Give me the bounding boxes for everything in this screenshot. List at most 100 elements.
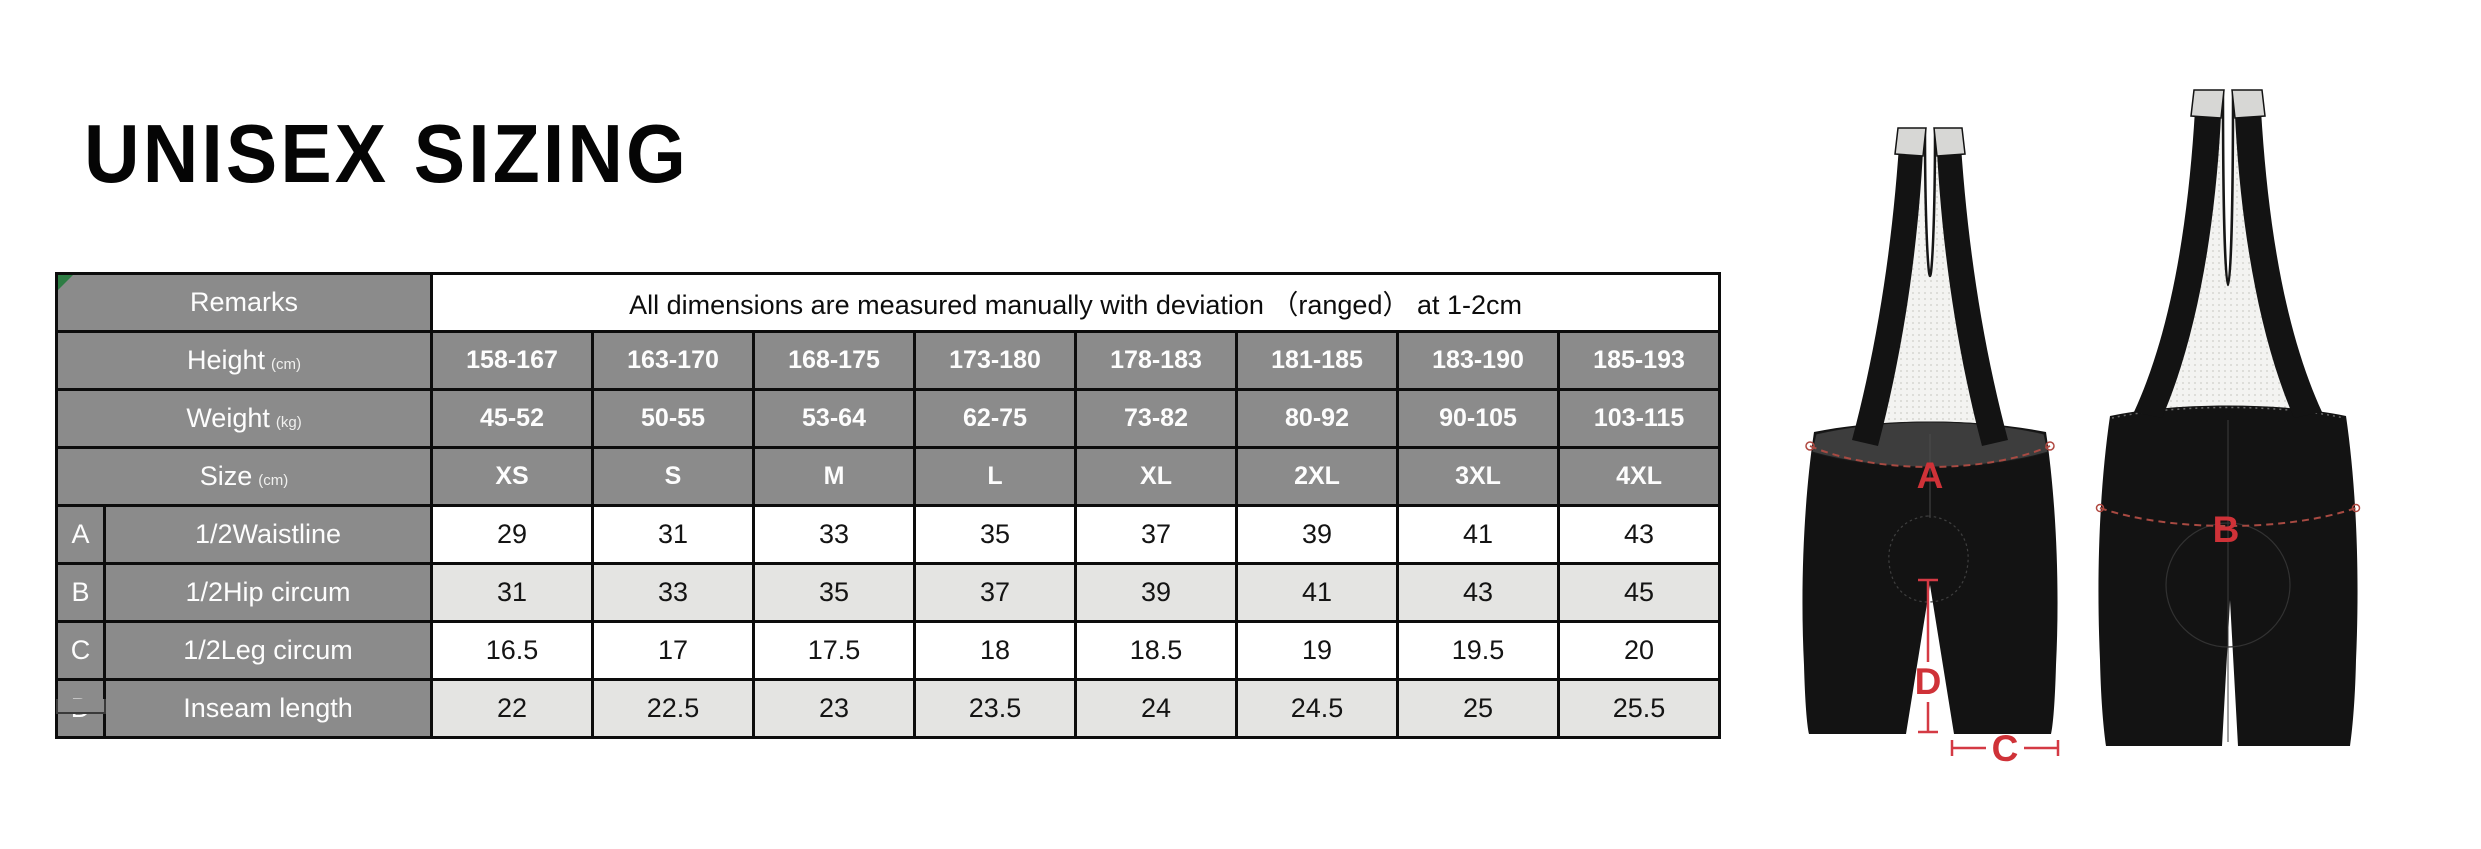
cropped-row-stub xyxy=(56,699,106,714)
weight-range-cell: 45-52 xyxy=(430,388,595,449)
row-letter-a: A xyxy=(55,504,106,565)
remarks-label: Remarks xyxy=(54,272,434,333)
inseam-label: Inseam length xyxy=(102,678,434,739)
measure-arc-b-right-end xyxy=(2351,503,2361,513)
leg-cell: 19 xyxy=(1235,620,1400,681)
waist-measure-label-a: A xyxy=(1917,455,1944,496)
size-name-cell: L xyxy=(913,446,1078,507)
size-name-cell: 4XL xyxy=(1557,446,1722,507)
hip-cell: 35 xyxy=(752,562,917,623)
height-label-text: Height xyxy=(186,345,266,375)
height-range-cell: 183-190 xyxy=(1396,330,1561,391)
back-right-strap-tip xyxy=(2231,89,2266,119)
table-row-leg: C 1/2Leg circum 16.5 17 17.5 18 18.5 19 19.5 20 xyxy=(55,620,1722,681)
waistline-cell: 39 xyxy=(1235,504,1400,565)
leg-cell: 19.5 xyxy=(1396,620,1561,681)
measure-line-c xyxy=(1950,740,2060,756)
inseam-measure-label-d: D xyxy=(1915,661,1942,702)
weight-range-cell: 73-82 xyxy=(1074,388,1239,449)
back-seat-outline xyxy=(2165,522,2291,648)
cell-comment-marker xyxy=(58,275,73,290)
measure-arc-a-left-end xyxy=(1805,441,1815,451)
bib-shorts-back-illustration: B xyxy=(2095,89,2361,746)
front-left-strap xyxy=(1852,130,1924,446)
weight-label: Weight (kg) xyxy=(54,388,434,449)
leg-cell: 20 xyxy=(1557,620,1722,681)
leg-cell: 18.5 xyxy=(1074,620,1239,681)
measure-arc-b xyxy=(2099,507,2357,527)
inseam-cell: 25.5 xyxy=(1557,678,1722,739)
leg-cell: 18 xyxy=(913,620,1078,681)
bib-shorts-diagram: A D C xyxy=(1802,89,2361,769)
height-range-cell: 178-183 xyxy=(1074,330,1239,391)
back-left-strap xyxy=(2134,92,2222,418)
table-row-size: Size (cm) XS S M L XL 2XL 3XL 4XL xyxy=(54,446,1722,507)
front-right-strap xyxy=(1936,130,2008,446)
size-name-cell: XS xyxy=(430,446,595,507)
measure-line-d xyxy=(1918,578,1938,734)
inseam-cell: 24 xyxy=(1074,678,1239,739)
size-name-cell: 2XL xyxy=(1235,446,1400,507)
waistline-cell: 35 xyxy=(913,504,1078,565)
front-right-strap-tip xyxy=(1933,127,1966,157)
size-unit: (cm) xyxy=(258,472,289,489)
weight-label-text: Weight xyxy=(186,403,270,433)
front-left-strap-tip xyxy=(1894,127,1927,157)
waistline-cell: 33 xyxy=(752,504,917,565)
waistline-cell: 43 xyxy=(1557,504,1722,565)
leg-cell: 17 xyxy=(591,620,756,681)
leg-measure-label-c: C xyxy=(1992,728,2019,769)
front-shorts-body xyxy=(1802,421,2058,734)
height-range-cell: 158-167 xyxy=(430,330,595,391)
back-right-strap xyxy=(2234,92,2322,418)
size-name-cell: M xyxy=(752,446,917,507)
bib-shorts-front-illustration: A D C xyxy=(1802,127,2060,769)
row-letter-b: B xyxy=(55,562,106,623)
height-range-cell: 163-170 xyxy=(591,330,756,391)
leg-label: 1/2Leg circum xyxy=(102,620,434,681)
size-label: Size (cm) xyxy=(54,446,434,507)
row-letter-c: C xyxy=(55,620,106,681)
weight-range-cell: 90-105 xyxy=(1396,388,1561,449)
leg-cell: 17.5 xyxy=(752,620,917,681)
waistline-label: 1/2Waistline xyxy=(102,504,434,565)
back-left-strap-tip xyxy=(2190,89,2225,119)
inseam-cell: 22 xyxy=(430,678,595,739)
inseam-cell: 23.5 xyxy=(913,678,1078,739)
waistline-cell: 29 xyxy=(430,504,595,565)
height-range-cell: 173-180 xyxy=(913,330,1078,391)
hip-label: 1/2Hip circum xyxy=(102,562,434,623)
table-row-height: Height (cm) 158-167 163-170 168-175 173-180 1… xyxy=(54,330,1722,391)
page-title: UNISEX SIZING xyxy=(84,107,690,201)
weight-unit: (kg) xyxy=(275,414,302,431)
table-row-remarks: Remarks All dimensions are measured manu… xyxy=(54,272,1722,333)
waistline-cell: 41 xyxy=(1396,504,1561,565)
inseam-cell: 25 xyxy=(1396,678,1561,739)
waistline-cell: 31 xyxy=(591,504,756,565)
leg-cell: 16.5 xyxy=(430,620,595,681)
inseam-cell: 24.5 xyxy=(1235,678,1400,739)
weight-range-cell: 103-115 xyxy=(1557,388,1722,449)
remarks-value: All dimensions are measured manually wit… xyxy=(430,272,1722,333)
size-name-cell: 3XL xyxy=(1396,446,1561,507)
inseam-cell: 22.5 xyxy=(591,678,756,739)
hip-measure-label-b: B xyxy=(2213,509,2240,550)
hip-cell: 45 xyxy=(1557,562,1722,623)
size-name-cell: XL xyxy=(1074,446,1239,507)
height-range-cell: 181-185 xyxy=(1235,330,1400,391)
height-range-cell: 185-193 xyxy=(1557,330,1722,391)
hip-cell: 37 xyxy=(913,562,1078,623)
height-range-cell: 168-175 xyxy=(752,330,917,391)
weight-range-cell: 62-75 xyxy=(913,388,1078,449)
size-name-cell: S xyxy=(591,446,756,507)
hip-cell: 31 xyxy=(430,562,595,623)
hip-cell: 41 xyxy=(1235,562,1400,623)
weight-range-cell: 80-92 xyxy=(1235,388,1400,449)
size-label-text: Size xyxy=(199,461,253,491)
weight-range-cell: 53-64 xyxy=(752,388,917,449)
waistline-cell: 37 xyxy=(1074,504,1239,565)
table-row-hip: B 1/2Hip circum 31 33 35 37 39 41 43 45 xyxy=(55,562,1722,623)
measure-arc-b-left-end xyxy=(2095,503,2105,513)
